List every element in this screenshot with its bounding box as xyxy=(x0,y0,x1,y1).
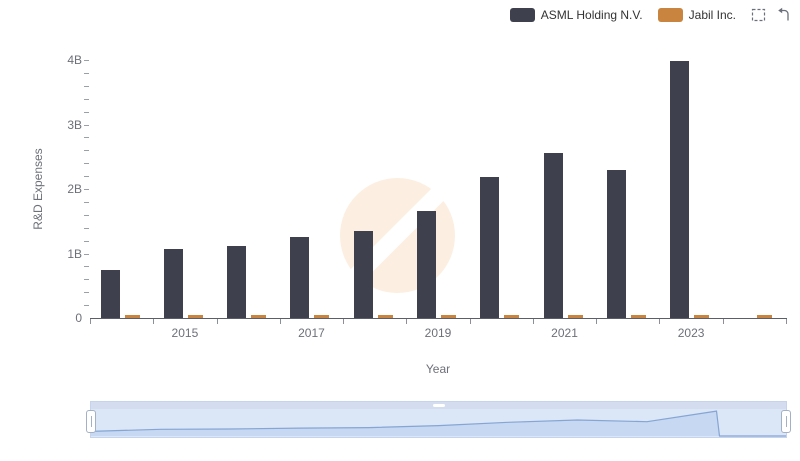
data-zoom-slider[interactable] xyxy=(86,401,791,438)
y-tick-label: 2B xyxy=(67,182,82,196)
zoom-select-icon[interactable] xyxy=(751,7,767,23)
x-axis-tick xyxy=(786,319,787,324)
bar-asml-2023[interactable] xyxy=(670,61,690,318)
plot-area xyxy=(90,60,786,318)
y-axis-tick xyxy=(84,240,89,242)
x-axis-line xyxy=(90,318,787,319)
x-axis-tick xyxy=(659,319,661,324)
x-axis-tick xyxy=(596,319,598,324)
bar-jabil-2014[interactable] xyxy=(124,315,140,318)
legend-item-jabil[interactable]: Jabil Inc. xyxy=(657,8,736,22)
x-axis-tick xyxy=(216,319,218,324)
bar-asml-2021[interactable] xyxy=(543,153,563,318)
y-axis-tick xyxy=(84,150,89,152)
data-zoom-track[interactable] xyxy=(91,409,786,437)
bar-jabil-2020[interactable] xyxy=(504,315,520,318)
y-axis-tick xyxy=(84,85,89,87)
y-axis-tick xyxy=(84,292,89,294)
x-tick-label: 2019 xyxy=(424,326,452,340)
x-axis-tick xyxy=(279,319,281,324)
bar-asml-2014[interactable] xyxy=(100,270,120,318)
bar-jabil-2017[interactable] xyxy=(314,315,330,318)
x-axis-tick xyxy=(90,319,91,324)
y-axis-tick xyxy=(84,305,89,307)
x-axis-tick xyxy=(532,319,534,324)
x-tick-label: 2023 xyxy=(677,326,705,340)
y-axis-tick xyxy=(84,60,89,61)
legend-item-asml[interactable]: ASML Holding N.V. xyxy=(509,8,643,22)
x-axis-tick xyxy=(343,319,345,324)
bar-asml-2017[interactable] xyxy=(290,237,310,318)
bar-jabil-2023[interactable] xyxy=(694,315,710,318)
data-zoom-move-handle[interactable] xyxy=(91,402,786,409)
data-zoom-grip-icon xyxy=(432,404,445,407)
y-axis-tick xyxy=(84,279,89,281)
y-axis-tick xyxy=(84,266,89,268)
y-tick-label: 4B xyxy=(67,53,82,67)
y-tick-label: 0 xyxy=(75,311,82,325)
bar-jabil-2015[interactable] xyxy=(187,315,203,318)
y-axis-tick xyxy=(84,124,89,126)
bar-asml-2022[interactable] xyxy=(606,170,626,318)
bar-jabil-2018[interactable] xyxy=(377,315,393,318)
legend-label-jabil: Jabil Inc. xyxy=(688,8,736,22)
bar-jabil-2024[interactable] xyxy=(757,315,773,318)
x-axis-tick xyxy=(406,319,408,324)
legend-swatch-jabil-icon xyxy=(657,8,683,22)
x-tick-label: 2015 xyxy=(171,326,199,340)
y-tick-label: 1B xyxy=(67,246,82,261)
legend-swatch-asml-icon xyxy=(509,8,535,22)
y-axis-tick xyxy=(84,176,89,178)
bar-jabil-2019[interactable] xyxy=(441,315,456,318)
y-axis-tick xyxy=(84,163,89,165)
y-axis-tick xyxy=(84,189,89,190)
x-axis-tick xyxy=(153,319,155,324)
legend-label-asml: ASML Holding N.V. xyxy=(540,8,643,22)
x-tick-label: 2021 xyxy=(551,326,578,340)
x-axis-title: Year xyxy=(425,362,451,376)
bar-jabil-2021[interactable] xyxy=(567,315,583,318)
y-axis-tick xyxy=(84,72,89,74)
x-tick-label: 2017 xyxy=(298,326,325,340)
bar-jabil-2016[interactable] xyxy=(251,315,267,318)
chart-header: ASML Holding N.V. Jabil Inc. xyxy=(509,7,791,23)
y-axis-tick xyxy=(84,111,89,113)
y-axis-tick xyxy=(84,253,89,255)
bar-asml-2019[interactable] xyxy=(417,211,436,318)
toolbox xyxy=(751,7,791,23)
y-axis-tick xyxy=(84,227,89,229)
data-zoom-right-handle[interactable] xyxy=(781,410,791,433)
x-axis-tick xyxy=(722,319,724,324)
y-axis-tick xyxy=(84,137,89,139)
bar-asml-2018[interactable] xyxy=(353,231,373,318)
data-zoom-left-handle[interactable] xyxy=(86,410,96,433)
bar-asml-2016[interactable] xyxy=(227,246,247,318)
bar-asml-2020[interactable] xyxy=(480,177,500,318)
restore-icon[interactable] xyxy=(775,7,791,23)
y-axis-tick xyxy=(84,214,89,216)
bar-asml-2015[interactable] xyxy=(163,249,183,318)
x-axis-tick xyxy=(469,319,471,324)
bar-jabil-2022[interactable] xyxy=(630,315,646,318)
y-tick-label: 3B xyxy=(67,117,82,132)
y-axis-tick xyxy=(84,98,89,100)
y-axis-tick xyxy=(84,201,89,203)
